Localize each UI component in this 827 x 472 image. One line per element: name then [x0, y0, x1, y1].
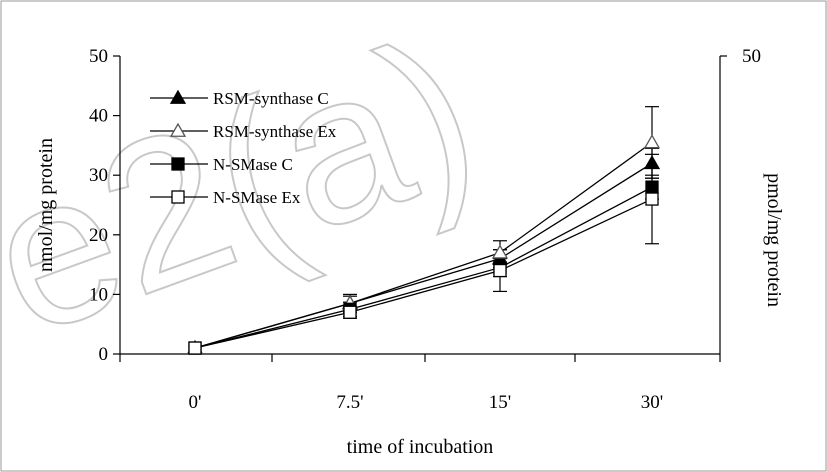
- legend-label: N-SMase C: [213, 155, 293, 174]
- y-tick-label: 30: [89, 165, 108, 186]
- y-ticks: 0 10 20 30 40 50 50: [89, 46, 761, 365]
- legend-label: RSM-synthase Ex: [213, 122, 337, 141]
- x-axis-title: time of incubation: [347, 436, 494, 458]
- series-line-2: [194, 186, 653, 349]
- series-markers: [186, 134, 661, 355]
- y-right-tick-label: 50: [742, 46, 761, 67]
- y-axis-title-left: nmol/mg protein: [35, 138, 57, 272]
- legend-label: N-SMase Ex: [213, 188, 301, 207]
- data-point: [491, 244, 509, 259]
- data-point: [643, 154, 661, 170]
- series-line-3: [194, 198, 653, 349]
- x-tick-label: 0': [189, 392, 202, 413]
- y-tick-label: 20: [89, 225, 108, 246]
- plot-area: 0 10 20 30 40 50 50 0' 7.5' 15' 30': [89, 46, 761, 413]
- x-tick-label: 7.5': [336, 392, 363, 413]
- y-axis-title-right: pmol/mg protein: [763, 173, 785, 307]
- data-point: [645, 180, 659, 194]
- y-tick-label: 10: [89, 284, 108, 305]
- legend-marker: [171, 190, 185, 204]
- x-ticks: 0' 7.5' 15' 30': [119, 354, 721, 413]
- data-point: [645, 192, 659, 206]
- y-tick-label: 50: [89, 46, 108, 67]
- y-tick-label: 40: [89, 106, 108, 127]
- legend-marker: [171, 157, 185, 171]
- y-tick-label: 0: [99, 344, 109, 365]
- series-line-1: [194, 141, 653, 349]
- data-point: [643, 134, 661, 149]
- x-tick-label: 15': [489, 392, 511, 413]
- legend-label: RSM-synthase C: [213, 89, 329, 108]
- data-point: [343, 305, 357, 319]
- data-point: [493, 263, 507, 278]
- legend-marker: [169, 89, 187, 104]
- legend-marker: [169, 122, 187, 137]
- x-tick-label: 30': [641, 392, 663, 413]
- data-point: [188, 341, 202, 355]
- legend: RSM-synthase C RSM-synthase Ex N-SMase C N-…: [150, 89, 337, 207]
- series-lines: [194, 141, 653, 349]
